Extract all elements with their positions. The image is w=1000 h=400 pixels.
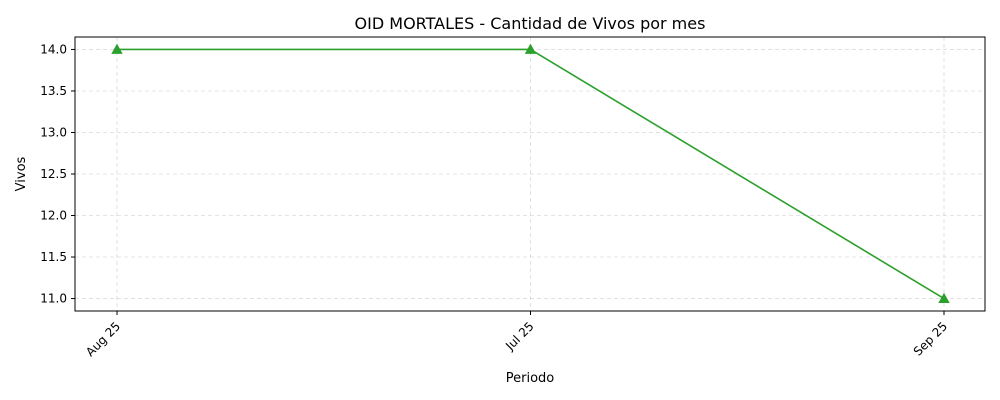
y-tick-label: 13.0 [40,125,67,139]
series-layer [111,43,950,303]
y-axis-label: Vivos [14,156,29,191]
x-axis-label: Periodo [506,371,555,386]
x-tick-label: Aug 25 [83,319,123,359]
data-point-marker [524,43,537,54]
x-tick-label: Sep 25 [911,319,950,358]
y-tick-label: 13.5 [40,84,67,98]
x-axis: Aug 25 Jul 25 Sep 25 [83,311,950,359]
data-point-marker [111,43,123,54]
y-tick-label: 11.0 [40,292,67,306]
y-tick-label: 11.5 [40,250,67,264]
y-tick-label: 12.0 [40,209,67,223]
y-axis: 11.0 11.5 12.0 12.5 13.0 13.5 14.0 [40,42,75,306]
y-tick-label: 12.5 [40,167,67,181]
y-tick-label: 14.0 [40,42,67,56]
grid-lines [75,37,985,311]
chart-title: OID MORTALES - Cantidad de Vivos por mes [355,14,706,33]
x-tick-label: Jul 25 [502,319,536,353]
data-point-marker [938,292,950,303]
